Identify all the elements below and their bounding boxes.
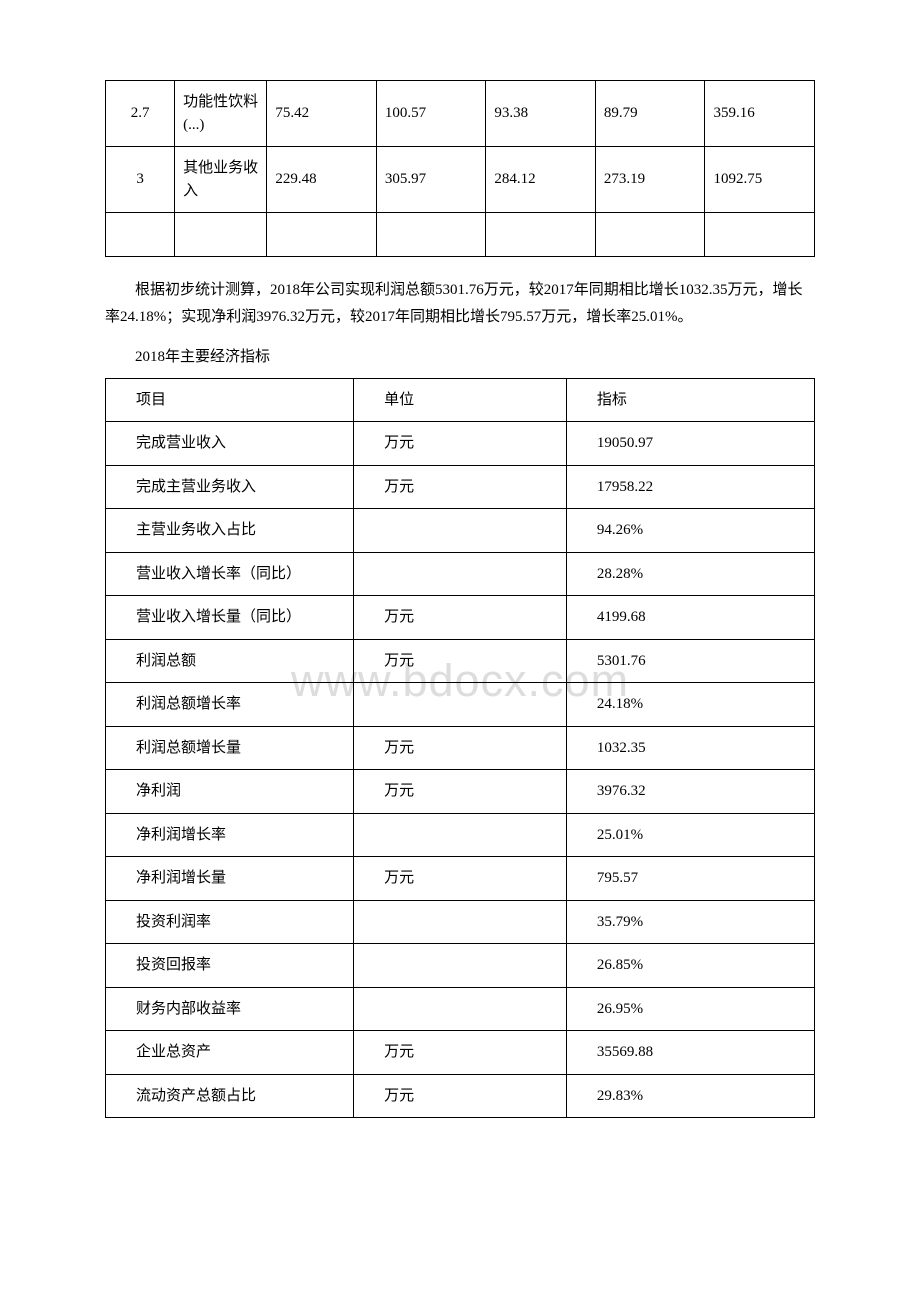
header-unit: 单位 xyxy=(354,378,567,422)
indicator-item: 净利润 xyxy=(106,770,354,814)
table-row: 完成营业收入 万元 19050.97 xyxy=(106,422,815,466)
indicator-unit xyxy=(354,683,567,727)
row-index: 2.7 xyxy=(106,81,175,147)
indicator-unit: 万元 xyxy=(354,596,567,640)
indicator-value: 35569.88 xyxy=(566,1031,814,1075)
indicator-unit xyxy=(354,509,567,553)
indicator-item: 投资回报率 xyxy=(106,944,354,988)
indicator-unit xyxy=(354,552,567,596)
indicator-unit: 万元 xyxy=(354,770,567,814)
document-content: 2.7 功能性饮料(...) 75.42 100.57 93.38 89.79 … xyxy=(105,80,815,1118)
header-item: 项目 xyxy=(106,378,354,422)
table-row: 3 其他业务收入 229.48 305.97 284.12 273.19 109… xyxy=(106,147,815,213)
empty-cell xyxy=(175,213,267,257)
indicator-item: 营业收入增长率（同比） xyxy=(106,552,354,596)
table-row: 投资利润率 35.79% xyxy=(106,900,815,944)
row-value: 100.57 xyxy=(376,81,486,147)
indicator-item: 投资利润率 xyxy=(106,900,354,944)
table-row: 营业收入增长量（同比） 万元 4199.68 xyxy=(106,596,815,640)
row-name: 功能性饮料(...) xyxy=(175,81,267,147)
indicator-value: 35.79% xyxy=(566,900,814,944)
indicator-item: 利润总额增长率 xyxy=(106,683,354,727)
indicator-value: 26.85% xyxy=(566,944,814,988)
indicator-value: 3976.32 xyxy=(566,770,814,814)
row-value: 305.97 xyxy=(376,147,486,213)
revenue-segment-table: 2.7 功能性饮料(...) 75.42 100.57 93.38 89.79 … xyxy=(105,80,815,257)
indicator-item: 净利润增长率 xyxy=(106,813,354,857)
indicator-unit: 万元 xyxy=(354,639,567,683)
empty-cell xyxy=(267,213,377,257)
row-value: 284.12 xyxy=(486,147,596,213)
row-name: 其他业务收入 xyxy=(175,147,267,213)
indicator-item: 营业收入增长量（同比） xyxy=(106,596,354,640)
table-row: 净利润增长率 25.01% xyxy=(106,813,815,857)
indicator-unit: 万元 xyxy=(354,1031,567,1075)
indicator-value: 29.83% xyxy=(566,1074,814,1118)
table-row-empty xyxy=(106,213,815,257)
indicator-unit xyxy=(354,944,567,988)
empty-cell xyxy=(705,213,815,257)
indicator-unit xyxy=(354,813,567,857)
indicator-unit: 万元 xyxy=(354,857,567,901)
summary-paragraph: 根据初步统计测算，2018年公司实现利润总额5301.76万元，较2017年同期… xyxy=(105,277,815,331)
indicator-item: 企业总资产 xyxy=(106,1031,354,1075)
row-value: 359.16 xyxy=(705,81,815,147)
empty-cell xyxy=(376,213,486,257)
indicator-item: 利润总额 xyxy=(106,639,354,683)
table-row: 完成主营业务收入 万元 17958.22 xyxy=(106,465,815,509)
indicator-item: 完成主营业务收入 xyxy=(106,465,354,509)
indicator-value: 17958.22 xyxy=(566,465,814,509)
indicator-item: 主营业务收入占比 xyxy=(106,509,354,553)
indicator-item: 净利润增长量 xyxy=(106,857,354,901)
empty-cell xyxy=(106,213,175,257)
empty-cell xyxy=(486,213,596,257)
table-row: 利润总额 万元 5301.76 xyxy=(106,639,815,683)
indicator-value: 1032.35 xyxy=(566,726,814,770)
row-value: 229.48 xyxy=(267,147,377,213)
indicator-unit: 万元 xyxy=(354,465,567,509)
table-header-row: 项目 单位 指标 xyxy=(106,378,815,422)
table-row: 财务内部收益率 26.95% xyxy=(106,987,815,1031)
indicator-unit: 万元 xyxy=(354,1074,567,1118)
indicator-value: 795.57 xyxy=(566,857,814,901)
row-index: 3 xyxy=(106,147,175,213)
indicator-value: 26.95% xyxy=(566,987,814,1031)
indicator-unit: 万元 xyxy=(354,726,567,770)
indicator-value: 4199.68 xyxy=(566,596,814,640)
indicator-item: 利润总额增长量 xyxy=(106,726,354,770)
indicator-item: 流动资产总额占比 xyxy=(106,1074,354,1118)
table-row: 主营业务收入占比 94.26% xyxy=(106,509,815,553)
economic-indicators-table: 项目 单位 指标 完成营业收入 万元 19050.97 完成主营业务收入 万元 … xyxy=(105,378,815,1119)
row-value: 273.19 xyxy=(595,147,705,213)
row-value: 75.42 xyxy=(267,81,377,147)
row-value: 93.38 xyxy=(486,81,596,147)
table-row: 流动资产总额占比 万元 29.83% xyxy=(106,1074,815,1118)
table-row: 2.7 功能性饮料(...) 75.42 100.57 93.38 89.79 … xyxy=(106,81,815,147)
indicator-value: 19050.97 xyxy=(566,422,814,466)
indicator-unit xyxy=(354,987,567,1031)
table-row: 投资回报率 26.85% xyxy=(106,944,815,988)
table-row: 净利润 万元 3976.32 xyxy=(106,770,815,814)
table-row: 企业总资产 万元 35569.88 xyxy=(106,1031,815,1075)
indicator-unit: 万元 xyxy=(354,422,567,466)
indicator-value: 94.26% xyxy=(566,509,814,553)
indicator-value: 25.01% xyxy=(566,813,814,857)
indicator-item: 财务内部收益率 xyxy=(106,987,354,1031)
header-value: 指标 xyxy=(566,378,814,422)
empty-cell xyxy=(595,213,705,257)
table-row: 净利润增长量 万元 795.57 xyxy=(106,857,815,901)
table-row: 利润总额增长量 万元 1032.35 xyxy=(106,726,815,770)
indicator-value: 5301.76 xyxy=(566,639,814,683)
row-value: 1092.75 xyxy=(705,147,815,213)
indicator-value: 24.18% xyxy=(566,683,814,727)
indicator-item: 完成营业收入 xyxy=(106,422,354,466)
indicators-subtitle: 2018年主要经济指标 xyxy=(105,345,815,366)
table-row: 利润总额增长率 24.18% xyxy=(106,683,815,727)
row-value: 89.79 xyxy=(595,81,705,147)
indicator-value: 28.28% xyxy=(566,552,814,596)
table-row: 营业收入增长率（同比） 28.28% xyxy=(106,552,815,596)
indicator-unit xyxy=(354,900,567,944)
